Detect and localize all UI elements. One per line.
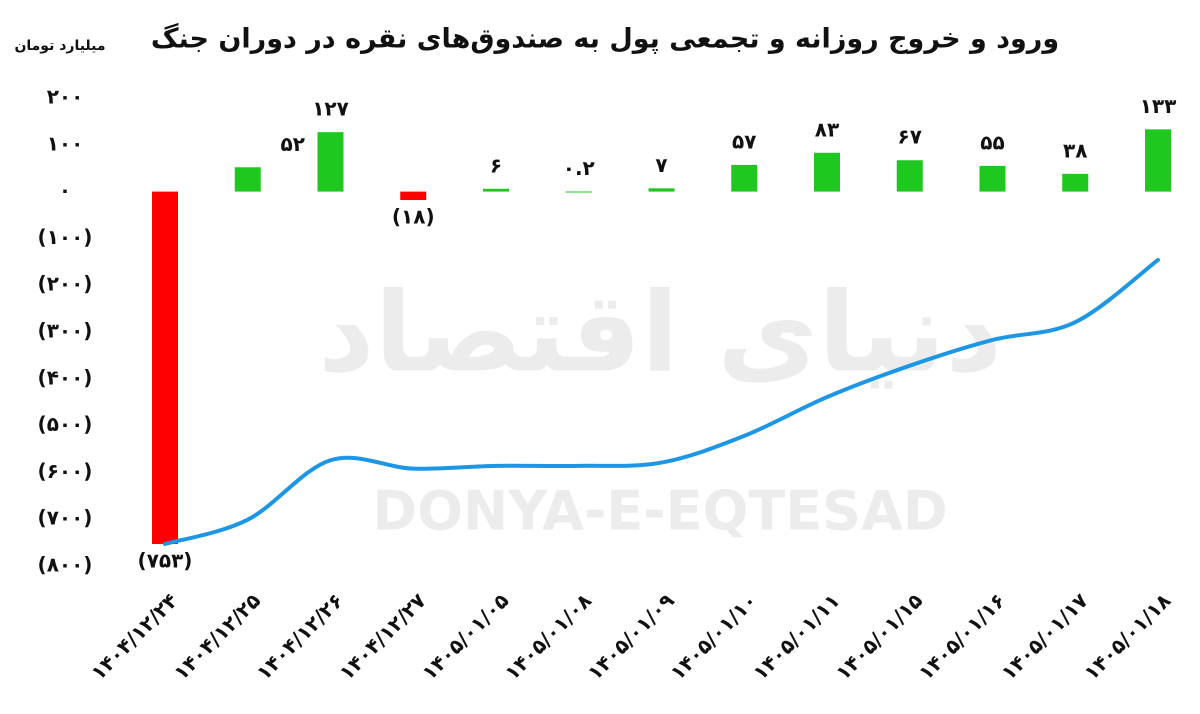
y-tick-label: (۵۰۰)	[38, 412, 93, 436]
x-tick-label: ۱۴۰۴/۱۲/۲۴	[86, 588, 182, 684]
x-tick-label: ۱۴۰۵/۰۱/۱۶	[914, 588, 1010, 684]
value-label: (۷۵۳)	[138, 549, 193, 573]
y-tick-label: (۳۰۰)	[38, 319, 93, 343]
bar	[814, 152, 840, 192]
bar	[234, 167, 261, 192]
y-tick-label: ۱۰۰	[47, 131, 84, 155]
unit-label: میلیارد تومان	[14, 38, 105, 54]
chart-title: ورود و خروج روزانه و تجمعی پول به صندوق‌…	[151, 23, 1059, 55]
bar	[565, 191, 592, 193]
value-label: ۵۵	[980, 130, 1004, 154]
value-label: ۵۷	[732, 129, 756, 153]
value-label: ۱۲۷	[312, 97, 349, 121]
y-tick-label: ۲۰۰	[47, 85, 84, 109]
y-tick-label: ۰	[59, 178, 71, 202]
value-label: ۶۷	[898, 125, 922, 149]
x-tick-label: ۱۴۰۵/۰۱/۱۵	[831, 588, 927, 684]
value-label: ۱۳۳	[1140, 94, 1177, 118]
x-tick-label: ۱۴۰۵/۰۱/۱۰	[665, 588, 761, 684]
value-label: ۰.۲	[563, 156, 595, 180]
x-tick-label: ۱۴۰۵/۰۱/۱۷	[996, 588, 1092, 684]
watermark: DONYA-E-EQTESAD	[372, 480, 947, 543]
bar	[648, 188, 675, 192]
watermark: دنیای اقتصاد	[318, 268, 1002, 396]
bar	[152, 191, 178, 545]
bar	[483, 188, 509, 192]
y-tick-label: (۷۰۰)	[38, 506, 93, 530]
bar	[1145, 129, 1171, 192]
y-tick-label: (۶۰۰)	[38, 459, 93, 483]
bar	[317, 132, 344, 192]
bar	[1062, 173, 1089, 192]
value-label: ۷	[655, 153, 667, 177]
x-tick-label: ۱۴۰۵/۰۱/۰۹	[583, 588, 679, 684]
y-tick-label: (۱۰۰)	[38, 225, 93, 249]
x-tick-label: ۱۴۰۵/۰۱/۰۸	[500, 588, 596, 684]
value-label: (۱۸)	[392, 205, 435, 229]
x-tick-label: ۱۴۰۵/۰۱/۰۵	[417, 588, 513, 684]
y-tick-label: (۲۰۰)	[38, 272, 93, 296]
bar	[400, 191, 427, 201]
y-tick-label: (۸۰۰)	[38, 553, 93, 577]
x-tick-label: ۱۴۰۴/۱۲/۲۵	[169, 588, 265, 684]
bar	[896, 160, 923, 192]
x-tick-label: ۱۴۰۵/۰۱/۱۸	[1079, 588, 1175, 684]
value-label: ۶	[490, 153, 502, 177]
cumulative-line	[163, 257, 1160, 547]
x-tick-label: ۱۴۰۵/۰۱/۱۱	[748, 588, 844, 684]
bar	[731, 164, 758, 192]
bar	[979, 165, 1006, 192]
y-tick-label: (۴۰۰)	[38, 365, 93, 389]
x-tick-label: ۱۴۰۴/۱۲/۲۷	[334, 588, 430, 684]
value-label: ۸۳	[815, 117, 839, 141]
x-tick-label: ۱۴۰۴/۱۲/۲۶	[252, 588, 348, 684]
value-label: ۳۸	[1063, 138, 1087, 162]
value-label: ۵۲	[281, 132, 305, 156]
